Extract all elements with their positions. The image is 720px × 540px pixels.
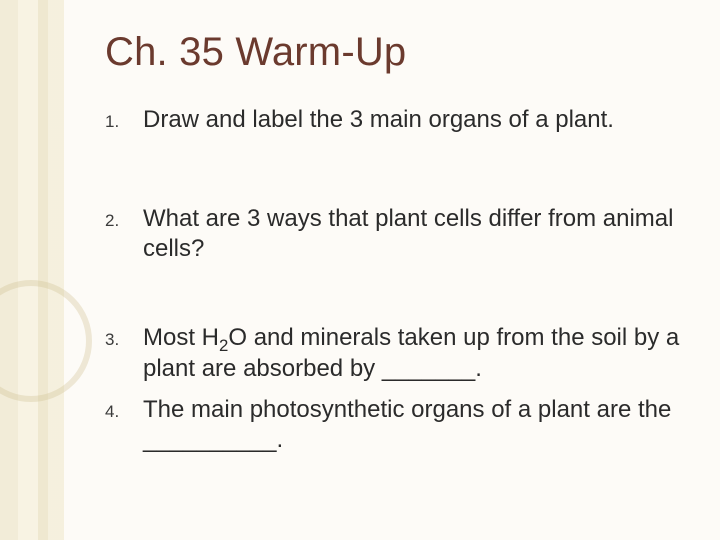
item-text: Most H2O and minerals taken up from the … [143,323,680,384]
content-area: 1. Draw and label the 3 main organs of a… [105,105,680,456]
decorative-circle [0,280,92,402]
item-number: 4. [105,395,143,423]
list-item: 2. What are 3 ways that plant cells diff… [105,204,680,265]
slide: Ch. 35 Warm-Up 1. Draw and label the 3 m… [0,0,720,540]
item-number: 3. [105,323,143,351]
list-item: 4. The main photosynthetic organs of a p… [105,395,680,456]
item-text: The main photosynthetic organs of a plan… [143,395,680,456]
item-number: 2. [105,204,143,232]
item-text: Draw and label the 3 main organs of a pl… [143,105,680,136]
list-item: 1. Draw and label the 3 main organs of a… [105,105,680,136]
spacer [105,385,680,395]
spacer [105,265,680,323]
list-item: 3. Most H2O and minerals taken up from t… [105,323,680,384]
spacer [105,136,680,204]
item-number: 1. [105,105,143,133]
slide-title: Ch. 35 Warm-Up [105,30,406,75]
item-text: What are 3 ways that plant cells differ … [143,204,680,265]
decorative-band [0,0,64,540]
